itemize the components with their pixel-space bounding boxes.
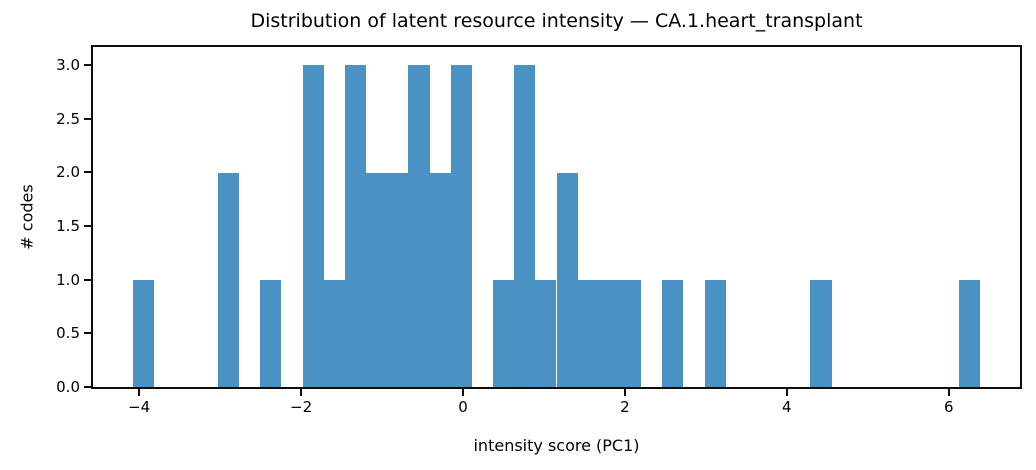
y-axis-tick-labels: 0.0 0.5 1.0 1.5 2.0 2.5 3.0	[0, 47, 80, 396]
histogram-bar	[598, 279, 620, 387]
histogram-bar	[133, 279, 155, 387]
histogram-bar	[662, 279, 684, 387]
histogram-bar	[577, 279, 599, 387]
y-tick-mark	[84, 332, 91, 335]
histogram-bar	[302, 65, 324, 387]
y-tick-mark	[84, 64, 91, 67]
x-tick-label: −2	[290, 398, 313, 416]
histogram-bar	[387, 172, 409, 387]
y-axis-tick-marks	[84, 47, 91, 388]
histogram-bar	[514, 65, 536, 387]
y-tick-mark	[84, 278, 91, 281]
histogram-bar	[344, 65, 367, 387]
x-tick-label: 0	[458, 398, 468, 416]
y-tick-label: 2.5	[56, 109, 80, 128]
y-tick-mark	[84, 225, 91, 228]
x-tick-label: 4	[782, 398, 792, 416]
y-tick-mark	[84, 117, 91, 120]
x-tick-label: 2	[620, 398, 630, 416]
y-tick-mark	[84, 171, 91, 174]
x-tick-mark	[947, 389, 950, 396]
histogram-bar	[323, 279, 345, 387]
histogram-bar	[535, 279, 557, 387]
histogram-bar	[217, 172, 240, 387]
x-axis-ticks: −4 −2 0 2 4 6	[93, 389, 1020, 423]
x-tick-mark	[300, 389, 303, 396]
x-tick-mark	[138, 389, 141, 396]
bars-layer	[93, 47, 1020, 387]
histogram-bar	[450, 65, 472, 387]
plot-frame	[91, 45, 1022, 389]
histogram-bar	[619, 279, 642, 387]
histogram-bar	[408, 65, 430, 387]
histogram-bar	[429, 172, 451, 387]
x-tick-mark	[461, 389, 464, 396]
x-tick-label: 6	[943, 398, 954, 416]
x-tick-label: −4	[128, 398, 151, 416]
chart-title: Distribution of latent resource intensit…	[250, 10, 863, 32]
histogram-bar	[493, 279, 515, 387]
histogram-bar	[556, 172, 578, 387]
x-axis-label: intensity score (PC1)	[473, 436, 640, 455]
histogram-bar	[810, 279, 832, 387]
y-tick-label: 3.0	[56, 56, 80, 75]
histogram-bar	[366, 172, 388, 387]
x-tick-mark	[785, 389, 788, 396]
histogram-bar	[704, 279, 726, 387]
y-tick-label: 1.0	[56, 270, 80, 289]
y-tick-label: 0.0	[56, 378, 80, 396]
y-tick-mark	[84, 386, 91, 388]
y-tick-label: 2.0	[56, 163, 80, 182]
y-tick-label: 1.5	[56, 217, 80, 236]
y-tick-label: 0.5	[56, 324, 80, 343]
histogram-bar	[260, 279, 282, 387]
x-tick-mark	[623, 389, 626, 396]
histogram-bar	[958, 279, 980, 387]
